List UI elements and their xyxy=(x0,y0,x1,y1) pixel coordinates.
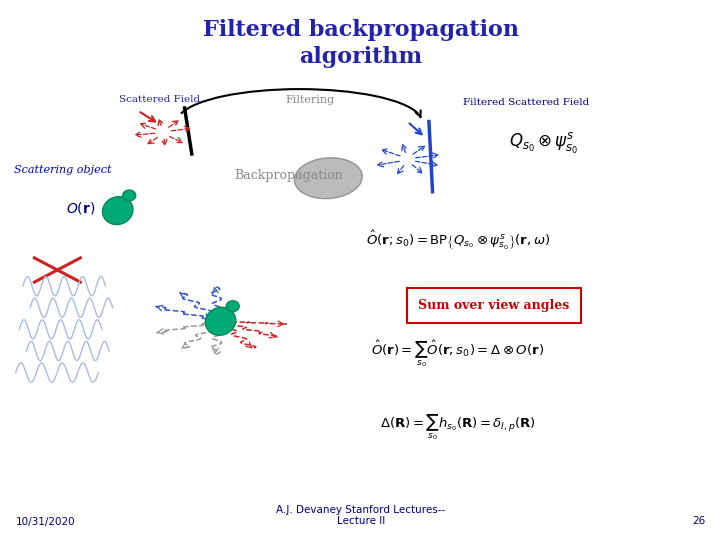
Text: Scattered Field: Scattered Field xyxy=(119,96,200,104)
Text: $\hat{O}(\mathbf{r}) = \sum_{s_0} \hat{O}(\mathbf{r};s_0) = \Delta \otimes O(\ma: $\hat{O}(\mathbf{r}) = \sum_{s_0} \hat{O… xyxy=(371,338,544,369)
Text: 26: 26 xyxy=(693,516,706,526)
Text: A.J. Devaney Stanford Lectures--
Lecture II: A.J. Devaney Stanford Lectures-- Lecture… xyxy=(276,505,445,526)
FancyBboxPatch shape xyxy=(408,288,581,323)
Text: $O(\mathbf{r})$: $O(\mathbf{r})$ xyxy=(66,200,95,216)
Text: Filtering: Filtering xyxy=(286,95,335,105)
Text: Filtered Scattered Field: Filtered Scattered Field xyxy=(463,98,589,107)
Ellipse shape xyxy=(123,190,135,201)
Ellipse shape xyxy=(102,197,133,225)
Text: Backpropagation: Backpropagation xyxy=(235,169,343,182)
Text: algorithm: algorithm xyxy=(299,46,422,68)
Text: Filtered backpropagation: Filtered backpropagation xyxy=(202,19,518,40)
Text: Scattering object: Scattering object xyxy=(14,165,111,175)
Text: $Q_{s_0} \otimes \psi^s_{s_0}$: $Q_{s_0} \otimes \psi^s_{s_0}$ xyxy=(509,131,579,156)
Text: $\Delta(\mathbf{R}) = \sum_{s_0} h_{s_0}(\mathbf{R}) = \delta_{l,p}(\mathbf{R})$: $\Delta(\mathbf{R}) = \sum_{s_0} h_{s_0}… xyxy=(379,411,536,442)
Text: $\hat{O}(\mathbf{r};s_0) = \mathrm{BP}\left\{Q_{s_0} \otimes \psi^s_{s_0}\right\: $\hat{O}(\mathbf{r};s_0) = \mathrm{BP}\l… xyxy=(366,229,550,252)
Text: Sum over view angles: Sum over view angles xyxy=(418,299,570,312)
Ellipse shape xyxy=(226,301,239,312)
Ellipse shape xyxy=(205,307,235,335)
Text: 10/31/2020: 10/31/2020 xyxy=(16,516,76,526)
Ellipse shape xyxy=(294,158,362,199)
